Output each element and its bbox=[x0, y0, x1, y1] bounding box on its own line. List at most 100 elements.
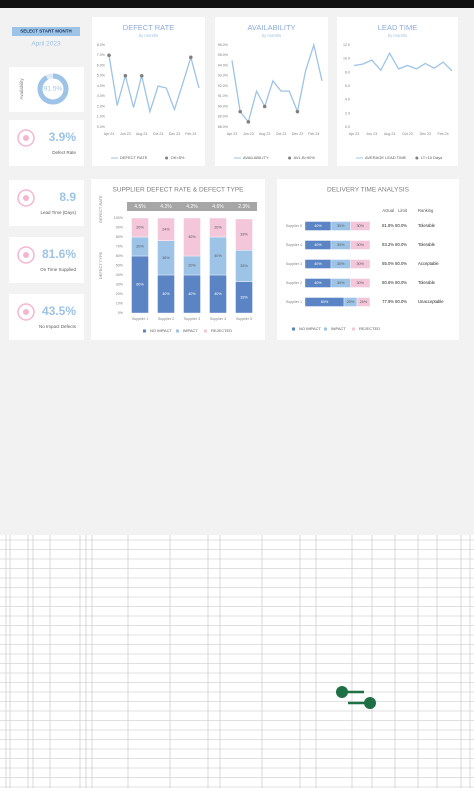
y-tick-label: Supplier 4 bbox=[286, 243, 302, 247]
y-tick-label: Supplier 3 bbox=[286, 262, 302, 266]
y-tick-label: 4.0 bbox=[345, 98, 350, 102]
y-tick-label: 100% bbox=[114, 216, 124, 220]
x-tick-label: Aug 23 bbox=[384, 132, 395, 136]
x-tick-label: Oct 23 bbox=[402, 132, 413, 136]
kpi-value: 3.9% bbox=[49, 130, 77, 144]
kpi-icon-dot bbox=[23, 135, 29, 141]
legend-label: AVERAGE LEAD TIME bbox=[365, 155, 407, 160]
x-tick-label: Oct 23 bbox=[153, 132, 164, 136]
value-label: 33% bbox=[240, 264, 248, 268]
marker bbox=[295, 109, 300, 114]
marker bbox=[107, 53, 111, 58]
value-label: 30% bbox=[337, 281, 345, 285]
x-tick-label: Apr 23 bbox=[227, 132, 238, 136]
y-tick-label: 91.0% bbox=[218, 94, 229, 98]
y-tick-label: Supplier 1 bbox=[286, 300, 302, 304]
legend-swatch bbox=[176, 329, 179, 333]
table-cell: Tolerable bbox=[418, 242, 436, 247]
x-tick-label: Dec 23 bbox=[169, 132, 180, 136]
table-cell: 80.0% bbox=[395, 223, 407, 228]
legend-swatch bbox=[143, 329, 146, 333]
legend-swatch bbox=[204, 329, 207, 333]
value-label: 40% bbox=[214, 254, 222, 258]
legend-label: IMPACT bbox=[183, 328, 198, 333]
y-tick-label: 50% bbox=[116, 263, 124, 267]
month-button-label[interactable]: SELECT START MONTH bbox=[20, 29, 71, 34]
kpi-icon bbox=[17, 246, 35, 264]
value-label: 33% bbox=[240, 233, 248, 237]
x-tick-label: Dec 23 bbox=[292, 132, 303, 136]
table-cell: 81.8% bbox=[382, 223, 394, 228]
kpi-icon bbox=[17, 189, 35, 207]
charts: Availability 91.5% 3.9% Defect Rate 8.9 Lead … bbox=[9, 17, 459, 340]
table-cell: 80.0% bbox=[395, 280, 407, 285]
value-label: 30% bbox=[337, 262, 345, 266]
header-mark bbox=[210, 203, 226, 210]
legend-label: OK<5% bbox=[171, 155, 185, 160]
value-label: 33% bbox=[240, 295, 248, 299]
column-header: Ranking bbox=[418, 208, 434, 213]
legend-label: NO IMPACT bbox=[299, 326, 321, 331]
y-tick-label: 30% bbox=[116, 282, 124, 286]
table-cell: 80.0% bbox=[395, 242, 407, 247]
marker bbox=[246, 120, 251, 124]
value-label: 40% bbox=[162, 292, 170, 296]
marker bbox=[262, 104, 267, 109]
x-tick-label: Supplier 2 bbox=[158, 317, 174, 321]
x-tick-label: Aug 23 bbox=[136, 132, 147, 136]
kpi-icon bbox=[17, 129, 35, 147]
series-line bbox=[231, 42, 323, 124]
y-tick-label: 96.0% bbox=[218, 43, 229, 47]
table-cell: 83.2% bbox=[382, 242, 394, 247]
bar-segment bbox=[183, 217, 201, 257]
toggle-icon[interactable] bbox=[336, 686, 376, 709]
kpi-icon-dot bbox=[23, 252, 29, 258]
value-label: 30% bbox=[356, 262, 364, 266]
top-bar bbox=[0, 0, 474, 8]
kpi-card bbox=[9, 294, 84, 340]
x-tick-label: Supplier 5 bbox=[236, 317, 252, 321]
kpi-card bbox=[9, 67, 84, 112]
header-value-label: 4.5% bbox=[134, 204, 146, 210]
y-tick-label: 94.0% bbox=[218, 63, 229, 67]
chart-subtitle: by months bbox=[139, 33, 158, 38]
chart-panel bbox=[92, 17, 205, 166]
marker bbox=[238, 109, 242, 114]
series-line bbox=[108, 54, 200, 115]
y-tick-label: 60% bbox=[116, 254, 124, 258]
legend-swatch bbox=[352, 327, 355, 331]
table-cell: 80.0% bbox=[395, 261, 407, 266]
bar-segment bbox=[350, 278, 371, 288]
y-tick-label: 20% bbox=[116, 292, 124, 296]
sheet-area bbox=[0, 535, 474, 788]
header-value-label: 4.2% bbox=[186, 204, 198, 210]
value-label: 20% bbox=[347, 300, 355, 304]
y-tick-label: 2.0 bbox=[345, 111, 350, 115]
value-label: 40% bbox=[188, 292, 196, 296]
value-label: 30% bbox=[356, 281, 364, 285]
chart-title: SUPPLIER DEFECT RATE & DEFECT TYPE bbox=[113, 187, 245, 194]
header-mark bbox=[132, 203, 148, 210]
value-label: 30% bbox=[356, 243, 364, 247]
value-label: 40% bbox=[188, 235, 196, 239]
y-tick-label: 88.0% bbox=[218, 125, 229, 129]
toggle-knob bbox=[364, 697, 376, 709]
x-tick-label: Feb 24 bbox=[308, 132, 319, 136]
y-tick-label: 7.0% bbox=[97, 53, 106, 57]
x-tick-label: Supplier 4 bbox=[210, 317, 226, 321]
value-label: 40% bbox=[314, 262, 322, 266]
y-tick-label: 93.0% bbox=[218, 74, 229, 78]
month-button[interactable] bbox=[12, 27, 80, 36]
bar-segment bbox=[131, 217, 149, 238]
header-mark bbox=[236, 203, 252, 210]
y-tick-label: 70% bbox=[116, 244, 124, 248]
kpi-card bbox=[9, 237, 84, 283]
value-label: 60% bbox=[136, 283, 144, 287]
y-tick-label: 10% bbox=[116, 301, 124, 305]
legend-marker bbox=[288, 156, 292, 160]
y-tick-label: 90.0% bbox=[218, 104, 229, 108]
header-value-label: 2.3% bbox=[238, 204, 250, 210]
table-cell: Acceptable bbox=[418, 261, 439, 266]
kpi-value: 8.9 bbox=[59, 190, 76, 204]
value-label: 40% bbox=[314, 281, 322, 285]
